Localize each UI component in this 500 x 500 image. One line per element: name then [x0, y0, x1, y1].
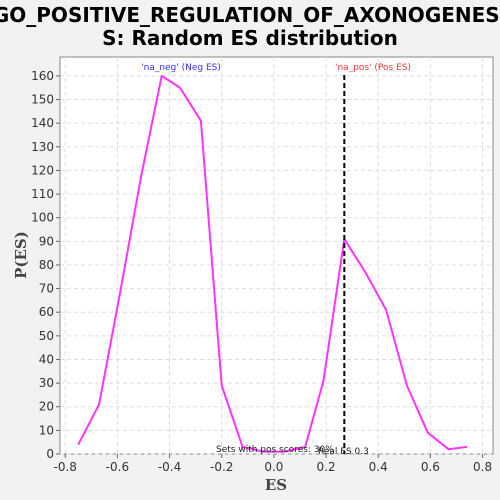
x-tick-label: 0.0 — [264, 460, 283, 474]
x-axis: -0.8 -0.6 -0.4 -0.2 0.0 0.2 0.4 0.6 0.8 — [54, 454, 492, 474]
chart-title-line1: GO_POSITIVE_REGULATION_OF_AXONOGENESI — [0, 3, 500, 27]
x-tick-label: -0.2 — [210, 460, 233, 474]
x-tick-label: -0.4 — [158, 460, 181, 474]
x-axis-label: ES — [265, 476, 287, 494]
y-tick-label: 140 — [31, 116, 54, 130]
x-tick-label: 0.8 — [473, 460, 492, 474]
real-es-label: Real ES 0.3 — [318, 447, 369, 457]
es-distribution-line — [77, 74, 468, 453]
y-tick-label: 100 — [31, 211, 54, 225]
y-tick-label: 120 — [31, 163, 54, 177]
y-axis-label: P(ES) — [12, 231, 30, 279]
y-tick-label: 150 — [31, 93, 54, 107]
chart-title-line2: S: Random ES distribution — [102, 26, 398, 50]
y-tick-label: 0 — [46, 447, 54, 461]
y-tick-label: 70 — [39, 282, 54, 296]
y-tick-label: 160 — [31, 69, 54, 83]
y-tick-label: 60 — [39, 305, 54, 319]
x-tick-label: -0.6 — [106, 460, 129, 474]
y-tick-label: 40 — [39, 352, 54, 366]
y-tick-label: 130 — [31, 140, 54, 154]
y-tick-label: 50 — [39, 329, 54, 343]
x-tick-label: 0.2 — [317, 460, 336, 474]
series-layer — [77, 74, 468, 453]
y-tick-label: 90 — [39, 234, 54, 248]
pos-es-label: 'na_pos' (Pos ES) — [335, 63, 411, 73]
sets-pos-scores-label: Sets with pos scores: 30% — [216, 445, 334, 455]
x-tick-label: -0.8 — [54, 460, 77, 474]
y-tick-label: 10 — [39, 423, 54, 437]
y-tick-label: 80 — [39, 258, 54, 272]
y-tick-label: 110 — [31, 187, 54, 201]
x-tick-label: 0.6 — [421, 460, 440, 474]
y-axis: 0 10 20 30 40 50 60 70 80 90 100 110 120 130 140 150 160 — [31, 69, 60, 461]
plot-area — [59, 56, 494, 455]
y-tick-label: 20 — [39, 400, 54, 414]
y-tick-label: 30 — [39, 376, 54, 390]
neg-es-label: 'na_neg' (Neg ES) — [141, 63, 221, 73]
grid — [60, 57, 493, 455]
x-tick-label: 0.4 — [369, 460, 388, 474]
